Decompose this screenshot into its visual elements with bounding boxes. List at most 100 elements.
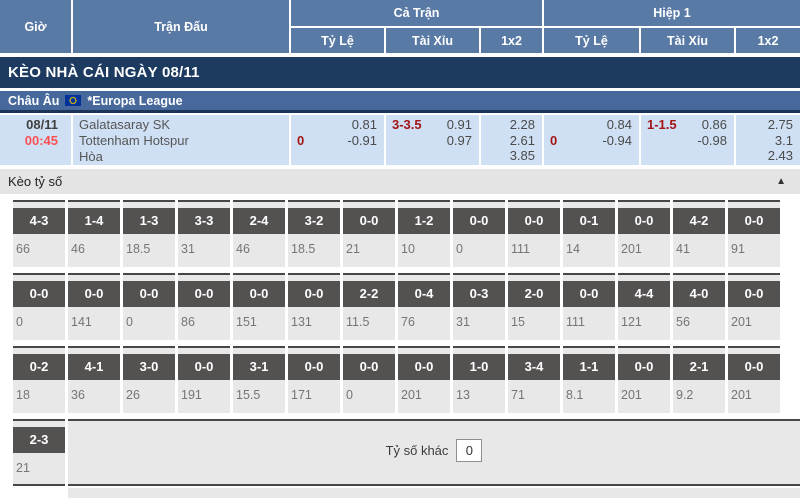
- column-header-ft-over-under: Tài Xỉu: [386, 28, 479, 53]
- h1-1x2-home-odds[interactable]: 2.75: [767, 117, 793, 132]
- score-option-button[interactable]: 4-1: [68, 354, 120, 380]
- other-score-input[interactable]: [456, 439, 483, 462]
- score-option-button[interactable]: 3-3: [178, 208, 230, 234]
- score-cell: 0-0 201: [728, 346, 780, 413]
- ft-under-odds[interactable]: 0.97: [446, 132, 472, 148]
- score-option-button[interactable]: 3-1: [233, 354, 285, 380]
- ft-handicap-cell: 0.81 0 -0.91: [291, 115, 384, 165]
- column-header-match: Trận Đấu: [73, 0, 289, 53]
- league-name: *Europa League: [87, 93, 183, 108]
- score-option-button[interactable]: 0-0: [728, 354, 780, 380]
- h1-1x2-draw-odds[interactable]: 2.43: [767, 148, 793, 163]
- score-cell: 0-0 151: [233, 273, 285, 340]
- score-odds-value: 151: [236, 315, 257, 329]
- column-header-full-match: Cả Trận: [291, 0, 542, 26]
- score-cell: 0-0 131: [288, 273, 340, 340]
- score-cell: 3-3 31: [178, 200, 230, 267]
- score-option-button[interactable]: 2-1: [673, 354, 725, 380]
- score-option-button[interactable]: 1-2: [398, 208, 450, 234]
- score-option-button[interactable]: 0-0: [618, 208, 670, 234]
- score-odds-value: 0: [456, 242, 463, 256]
- score-odds-value: 15: [511, 315, 525, 329]
- score-option-button[interactable]: 2-3: [13, 427, 65, 453]
- score-option-button[interactable]: 0-0: [563, 281, 615, 307]
- score-option-button[interactable]: 0-2: [13, 354, 65, 380]
- score-option-button[interactable]: 2-2: [343, 281, 395, 307]
- h1-over-odds[interactable]: 0.86: [701, 117, 727, 132]
- score-option-button[interactable]: 0-4: [398, 281, 450, 307]
- score-option-button[interactable]: 0-0: [508, 208, 560, 234]
- score-odds-value: 18.5: [291, 242, 316, 256]
- score-odds-value: 171: [291, 388, 312, 402]
- score-option-button[interactable]: 1-1: [563, 354, 615, 380]
- score-option-button[interactable]: 0-0: [233, 281, 285, 307]
- score-option-button[interactable]: 0-0: [618, 354, 670, 380]
- score-odds-value: 111: [511, 242, 531, 256]
- score-odds-value: 21: [346, 242, 360, 256]
- ft-1x2-cell: 2.28 2.61 3.85: [481, 115, 542, 165]
- ft-handicap-away-odds[interactable]: -0.91: [347, 132, 377, 148]
- score-cell: 0-0 141: [68, 273, 120, 340]
- h1-under-odds[interactable]: -0.98: [697, 132, 727, 148]
- score-option-button[interactable]: 0-3: [453, 281, 505, 307]
- score-option-button[interactable]: 0-0: [68, 281, 120, 307]
- ft-1x2-home-odds[interactable]: 2.28: [509, 117, 535, 132]
- h1-handicap-cell: 0.84 0 -0.94: [544, 115, 639, 165]
- score-option-button[interactable]: 4-4: [618, 281, 670, 307]
- score-option-button[interactable]: 0-0: [453, 208, 505, 234]
- collapse-arrow-icon[interactable]: ▲: [776, 176, 786, 187]
- h1-1x2-away-odds[interactable]: 3.1: [774, 132, 793, 148]
- score-option-button[interactable]: 0-0: [288, 354, 340, 380]
- score-cell: 3-2 18.5: [288, 200, 340, 267]
- score-option-button[interactable]: 0-0: [123, 281, 175, 307]
- score-option-button[interactable]: 3-4: [508, 354, 560, 380]
- column-header-ft-handicap: Tỷ Lệ: [291, 28, 384, 53]
- ft-handicap-home-odds[interactable]: 0.81: [351, 117, 377, 132]
- score-odds-value: 14: [566, 242, 580, 256]
- h1-handicap-home-odds[interactable]: 0.84: [606, 117, 632, 132]
- score-cell: 0-0 0: [453, 200, 505, 267]
- score-cell: 2-0 15: [508, 273, 560, 340]
- score-option-button[interactable]: 4-0: [673, 281, 725, 307]
- score-option-button[interactable]: 1-0: [453, 354, 505, 380]
- score-option-button[interactable]: 0-0: [178, 354, 230, 380]
- score-option-button[interactable]: 1-4: [68, 208, 120, 234]
- other-score-cell: Tỷ số khác: [68, 419, 800, 486]
- score-cell: 0-0 111: [563, 273, 615, 340]
- h1-handicap-line: 0: [550, 132, 558, 148]
- score-option-button[interactable]: 0-0: [728, 208, 780, 234]
- score-odds-value: 141: [71, 315, 92, 329]
- score-odds-value: 201: [731, 315, 752, 329]
- score-option-button[interactable]: 0-0: [343, 208, 395, 234]
- score-option-button[interactable]: 2-4: [233, 208, 285, 234]
- score-option-button[interactable]: 0-0: [728, 281, 780, 307]
- score-cell: 1-4 46: [68, 200, 120, 267]
- score-odds-value: 10: [401, 242, 415, 256]
- score-option-button[interactable]: 1-3: [123, 208, 175, 234]
- score-option-button[interactable]: 4-2: [673, 208, 725, 234]
- match-time-cell: 08/11 00:45: [0, 115, 71, 165]
- score-option-button[interactable]: 0-0: [13, 281, 65, 307]
- score-option-button[interactable]: 2-0: [508, 281, 560, 307]
- league-row[interactable]: Châu Âu *Europa League: [0, 91, 800, 113]
- score-option-button[interactable]: 3-0: [123, 354, 175, 380]
- score-odds-value: 86: [181, 315, 195, 329]
- score-odds-value: 46: [71, 242, 85, 256]
- score-cell: 3-1 15.5: [233, 346, 285, 413]
- score-option-button[interactable]: 0-0: [398, 354, 450, 380]
- score-option-button[interactable]: 0-0: [178, 281, 230, 307]
- score-odds-value: 18: [16, 388, 30, 402]
- ft-over-odds[interactable]: 0.91: [446, 117, 472, 132]
- score-cell: 2-3 21: [13, 419, 65, 486]
- score-odds-value: 111: [566, 315, 586, 329]
- table-header: Giờ Trận Đấu Cả Trận Hiệp 1 Tỷ Lệ Tài Xỉ…: [0, 0, 800, 53]
- score-option-button[interactable]: 0-0: [288, 281, 340, 307]
- score-option-button[interactable]: 0-1: [563, 208, 615, 234]
- score-option-button[interactable]: 0-0: [343, 354, 395, 380]
- ft-1x2-draw-odds[interactable]: 3.85: [509, 148, 535, 163]
- score-option-button[interactable]: 4-3: [13, 208, 65, 234]
- score-option-button[interactable]: 3-2: [288, 208, 340, 234]
- score-cell: 0-3 31: [453, 273, 505, 340]
- h1-handicap-away-odds[interactable]: -0.94: [602, 132, 632, 148]
- ft-1x2-away-odds[interactable]: 2.61: [509, 132, 535, 148]
